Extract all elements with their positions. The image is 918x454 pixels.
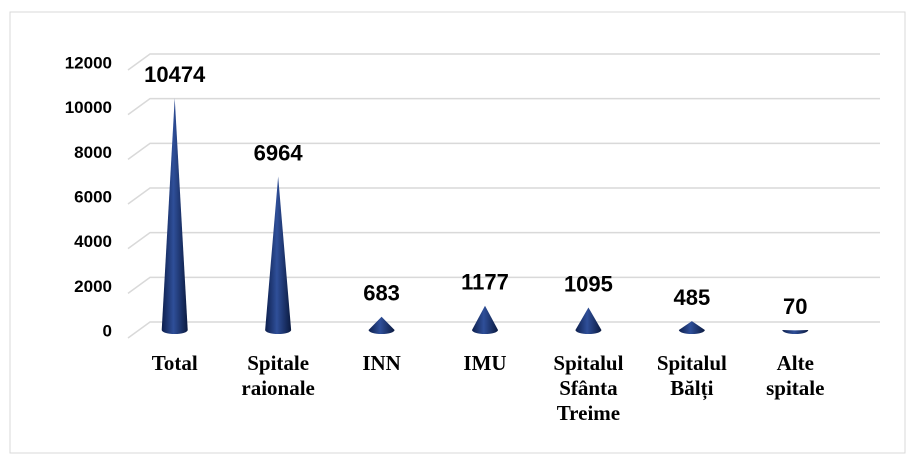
data-label: 70 xyxy=(783,294,807,319)
grid-line xyxy=(127,276,880,294)
grid-line xyxy=(127,187,880,205)
grid-line xyxy=(127,97,880,116)
y-tick-label: 10000 xyxy=(65,98,112,117)
data-label: 10474 xyxy=(144,62,206,87)
y-tick-label: 4000 xyxy=(74,232,112,251)
x-tick-label: Spitale raionale xyxy=(241,351,315,400)
cone xyxy=(265,176,292,334)
cone xyxy=(575,307,602,334)
grid xyxy=(127,53,880,339)
data-label: 1095 xyxy=(564,271,613,296)
cone xyxy=(782,330,809,334)
x-tick-label: Alte spitale xyxy=(766,351,824,400)
cone xyxy=(368,316,395,334)
cone xyxy=(472,305,498,334)
grid-line xyxy=(127,231,880,250)
data-label: 485 xyxy=(673,285,710,310)
x-tick-label: Spitalul Bălți xyxy=(657,351,727,401)
marks xyxy=(161,98,809,335)
y-tick-label: 12000 xyxy=(65,53,112,72)
y-tick-label: 0 xyxy=(103,321,112,340)
cone xyxy=(678,321,705,334)
x-tick-label: IMU xyxy=(463,351,506,375)
data-label: 683 xyxy=(363,281,400,306)
y-tick-label: 8000 xyxy=(74,143,112,162)
grid-line xyxy=(127,142,880,160)
data-label: 6964 xyxy=(254,140,304,165)
y-tick-label: 6000 xyxy=(74,187,112,206)
grid-line xyxy=(127,321,880,339)
x-tick-label: Spitalul Sfânta Treime xyxy=(553,351,623,425)
cone xyxy=(161,98,188,335)
x-tick-label: Total xyxy=(152,351,198,375)
data-label: 1177 xyxy=(461,270,509,295)
y-tick-label: 2000 xyxy=(74,277,112,296)
x-tick-label: INN xyxy=(362,351,401,375)
grid-line xyxy=(127,53,880,71)
